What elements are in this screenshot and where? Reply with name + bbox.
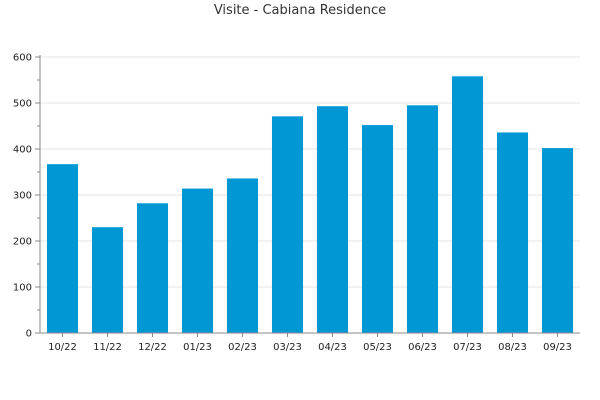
x-tick-label: 05/23 — [363, 342, 392, 353]
bar-04-23 — [316, 106, 349, 333]
bar-07-23 — [451, 76, 484, 333]
bar-06-23 — [406, 105, 439, 333]
y-tick-label: 200 — [13, 237, 32, 248]
tick-labels: 0 100 200 300 400 500 600 10/22 11/22 12/22 01/23 0… — [13, 53, 572, 354]
bar-09-23 — [541, 148, 574, 333]
bar-12-22 — [136, 203, 169, 333]
bar-08-23 — [496, 132, 529, 333]
x-tick-label: 11/22 — [93, 342, 122, 353]
bar-02-23 — [226, 178, 259, 333]
axes — [35, 55, 580, 337]
x-tick-label: 07/23 — [453, 342, 482, 353]
y-tick-label: 500 — [13, 99, 32, 110]
x-tick-label: 03/23 — [273, 342, 302, 353]
chart-title: Visite - Cabiana Residence — [213, 3, 387, 18]
x-tick-label: 10/22 — [48, 342, 77, 353]
y-tick-label: 400 — [13, 145, 32, 156]
bar-01-23 — [181, 188, 214, 333]
x-tick-label: 09/23 — [543, 342, 572, 353]
x-tick-label: 02/23 — [228, 342, 257, 353]
y-tick-label: 100 — [13, 283, 32, 294]
x-tick-label: 04/23 — [318, 342, 347, 353]
x-tick-label: 06/23 — [408, 342, 437, 353]
bar-05-23 — [361, 125, 394, 333]
y-tick-label: 600 — [13, 53, 32, 64]
bar-10-22 — [46, 164, 79, 333]
y-tick-label: 300 — [13, 191, 32, 202]
y-tick-label: 0 — [26, 329, 32, 340]
gridlines — [40, 56, 580, 288]
x-tick-label: 08/23 — [498, 342, 527, 353]
bar-03-23 — [271, 116, 304, 333]
x-tick-label: 01/23 — [183, 342, 212, 353]
x-tick-label: 12/22 — [138, 342, 167, 353]
bars — [46, 76, 574, 333]
bar-11-22 — [91, 227, 124, 333]
